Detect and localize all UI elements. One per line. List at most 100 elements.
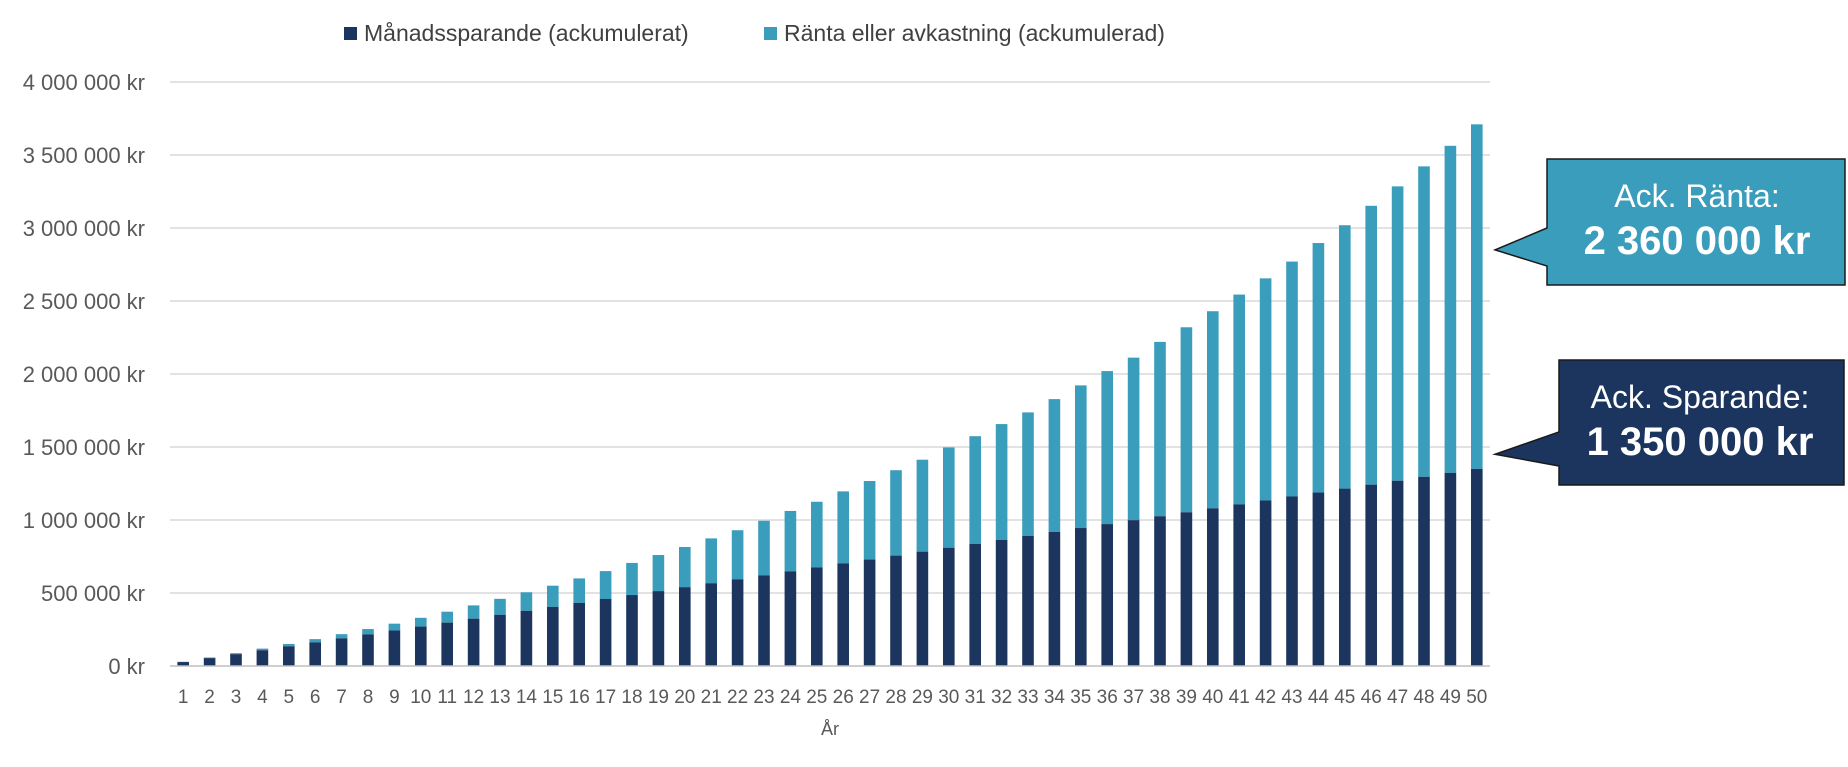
bar-interest <box>1048 399 1061 532</box>
bar-savings <box>414 626 427 666</box>
bar-savings <box>916 551 929 666</box>
bar-savings <box>758 575 770 666</box>
x-tick-label: 24 <box>780 687 802 708</box>
x-tick-label: 27 <box>859 687 880 708</box>
x-tick-label: 8 <box>363 687 374 708</box>
bar-savings <box>1444 472 1457 666</box>
bar-interest <box>467 605 480 619</box>
bar-savings <box>230 654 242 666</box>
bar-interest <box>230 653 242 655</box>
x-tick-label: 37 <box>1123 687 1144 708</box>
bar-savings <box>890 555 902 666</box>
bar-savings <box>1180 512 1193 666</box>
bar-savings <box>678 587 691 666</box>
bar-interest <box>1233 294 1246 505</box>
legend-label-interest: Ränta eller avkastning (ackumulerad) <box>784 20 1165 46</box>
bar-interest <box>203 657 216 659</box>
legend-swatch-savings <box>344 27 357 40</box>
bar-savings <box>1101 524 1114 666</box>
bar-savings <box>599 598 612 666</box>
bar-savings <box>467 618 480 666</box>
bar-interest <box>1022 412 1034 536</box>
x-tick-label: 12 <box>463 687 484 708</box>
bar-savings <box>705 583 718 666</box>
x-tick-label: 33 <box>1017 687 1038 708</box>
bar-interest <box>520 592 533 611</box>
x-tick-label: 31 <box>965 687 986 708</box>
x-tick-label: 50 <box>1466 687 1487 708</box>
x-tick-label: 7 <box>336 687 347 708</box>
legend: Månadssparande (ackumulerat) Ränta eller… <box>344 20 1165 46</box>
bar-interest <box>916 459 929 552</box>
bar-savings <box>546 606 559 666</box>
bar-interest <box>1365 205 1378 485</box>
bar-savings <box>1286 496 1298 666</box>
bar-interest <box>810 501 823 568</box>
x-tick-label: 2 <box>204 687 215 708</box>
bar-savings <box>1233 504 1246 666</box>
bar-interest <box>837 491 850 564</box>
bar-interest <box>256 648 269 651</box>
bar-interest <box>863 481 876 560</box>
bar-savings <box>256 650 269 666</box>
x-tick-label: 23 <box>753 687 774 708</box>
x-tick-label: 48 <box>1413 687 1434 708</box>
x-tick-label: 42 <box>1255 687 1276 708</box>
y-tick-label: 0 kr <box>108 654 145 679</box>
bar-savings <box>863 559 876 666</box>
bar-interest <box>1338 225 1351 489</box>
x-tick-label: 44 <box>1308 687 1330 708</box>
x-tick-label: 43 <box>1281 687 1302 708</box>
bar-interest <box>758 520 770 576</box>
bar-savings <box>1127 520 1140 666</box>
x-tick-label: 10 <box>410 687 431 708</box>
callout-savings-label: Ack. Sparande: <box>1591 379 1810 415</box>
bar-savings <box>1154 516 1166 666</box>
x-tick-label: 21 <box>701 687 722 708</box>
bar-savings <box>1312 492 1325 666</box>
callout-savings-box <box>1492 359 1845 486</box>
bar-savings <box>177 662 190 666</box>
bar-savings <box>652 591 665 666</box>
x-tick-label: 39 <box>1176 687 1197 708</box>
callout-interest-value: 2 360 000 kr <box>1584 219 1811 263</box>
bar-interest <box>969 436 982 544</box>
bar-interest <box>494 598 506 615</box>
bar-interest <box>1312 243 1325 493</box>
y-tick-label: 1 500 000 kr <box>23 435 145 460</box>
x-tick-label: 20 <box>674 687 695 708</box>
x-tick-label: 41 <box>1229 687 1250 708</box>
bar-savings <box>388 630 401 666</box>
bar-savings <box>626 595 638 666</box>
y-axis-tick-labels: 0 kr 500 000 kr 1 000 000 kr 1 500 000 kr 2 … <box>23 70 145 679</box>
x-tick-label: 38 <box>1149 687 1170 708</box>
bar-savings <box>1338 488 1351 666</box>
x-tick-label: 49 <box>1440 687 1461 708</box>
bar-savings <box>362 634 374 666</box>
bar-savings <box>1470 468 1483 666</box>
x-tick-label: 11 <box>437 687 457 708</box>
x-axis-tick-labels: 1 2 3 4 5 6 7 8 9 10 11 12 13 14 15 16 17 18 19 20 21 22 23 24 2… <box>178 687 1487 708</box>
x-tick-label: 6 <box>310 687 321 708</box>
bar-savings <box>810 567 823 666</box>
callout-savings: Ack. Sparande: 1 350 000 kr <box>1492 359 1845 486</box>
bar-interest <box>678 547 691 588</box>
bar-interest <box>1127 357 1140 521</box>
x-tick-label: 16 <box>569 687 590 708</box>
bar-interest <box>1206 311 1219 509</box>
bar-interest <box>282 643 295 647</box>
bar-interest <box>652 555 665 592</box>
bar-interest <box>441 611 454 623</box>
x-tick-label: 1 <box>178 687 189 708</box>
y-tick-label: 2 500 000 kr <box>23 289 145 314</box>
bar-interest <box>1259 278 1272 501</box>
bar-interest <box>1418 166 1430 477</box>
bar-savings <box>573 602 586 666</box>
bar-interest <box>1444 145 1457 473</box>
x-tick-label: 15 <box>542 687 563 708</box>
x-tick-label: 4 <box>257 687 268 708</box>
callout-interest-box <box>1492 158 1846 286</box>
bar-interest <box>784 510 797 572</box>
legend-label-savings: Månadssparande (ackumulerat) <box>364 20 689 46</box>
bar-interest <box>1074 385 1087 529</box>
